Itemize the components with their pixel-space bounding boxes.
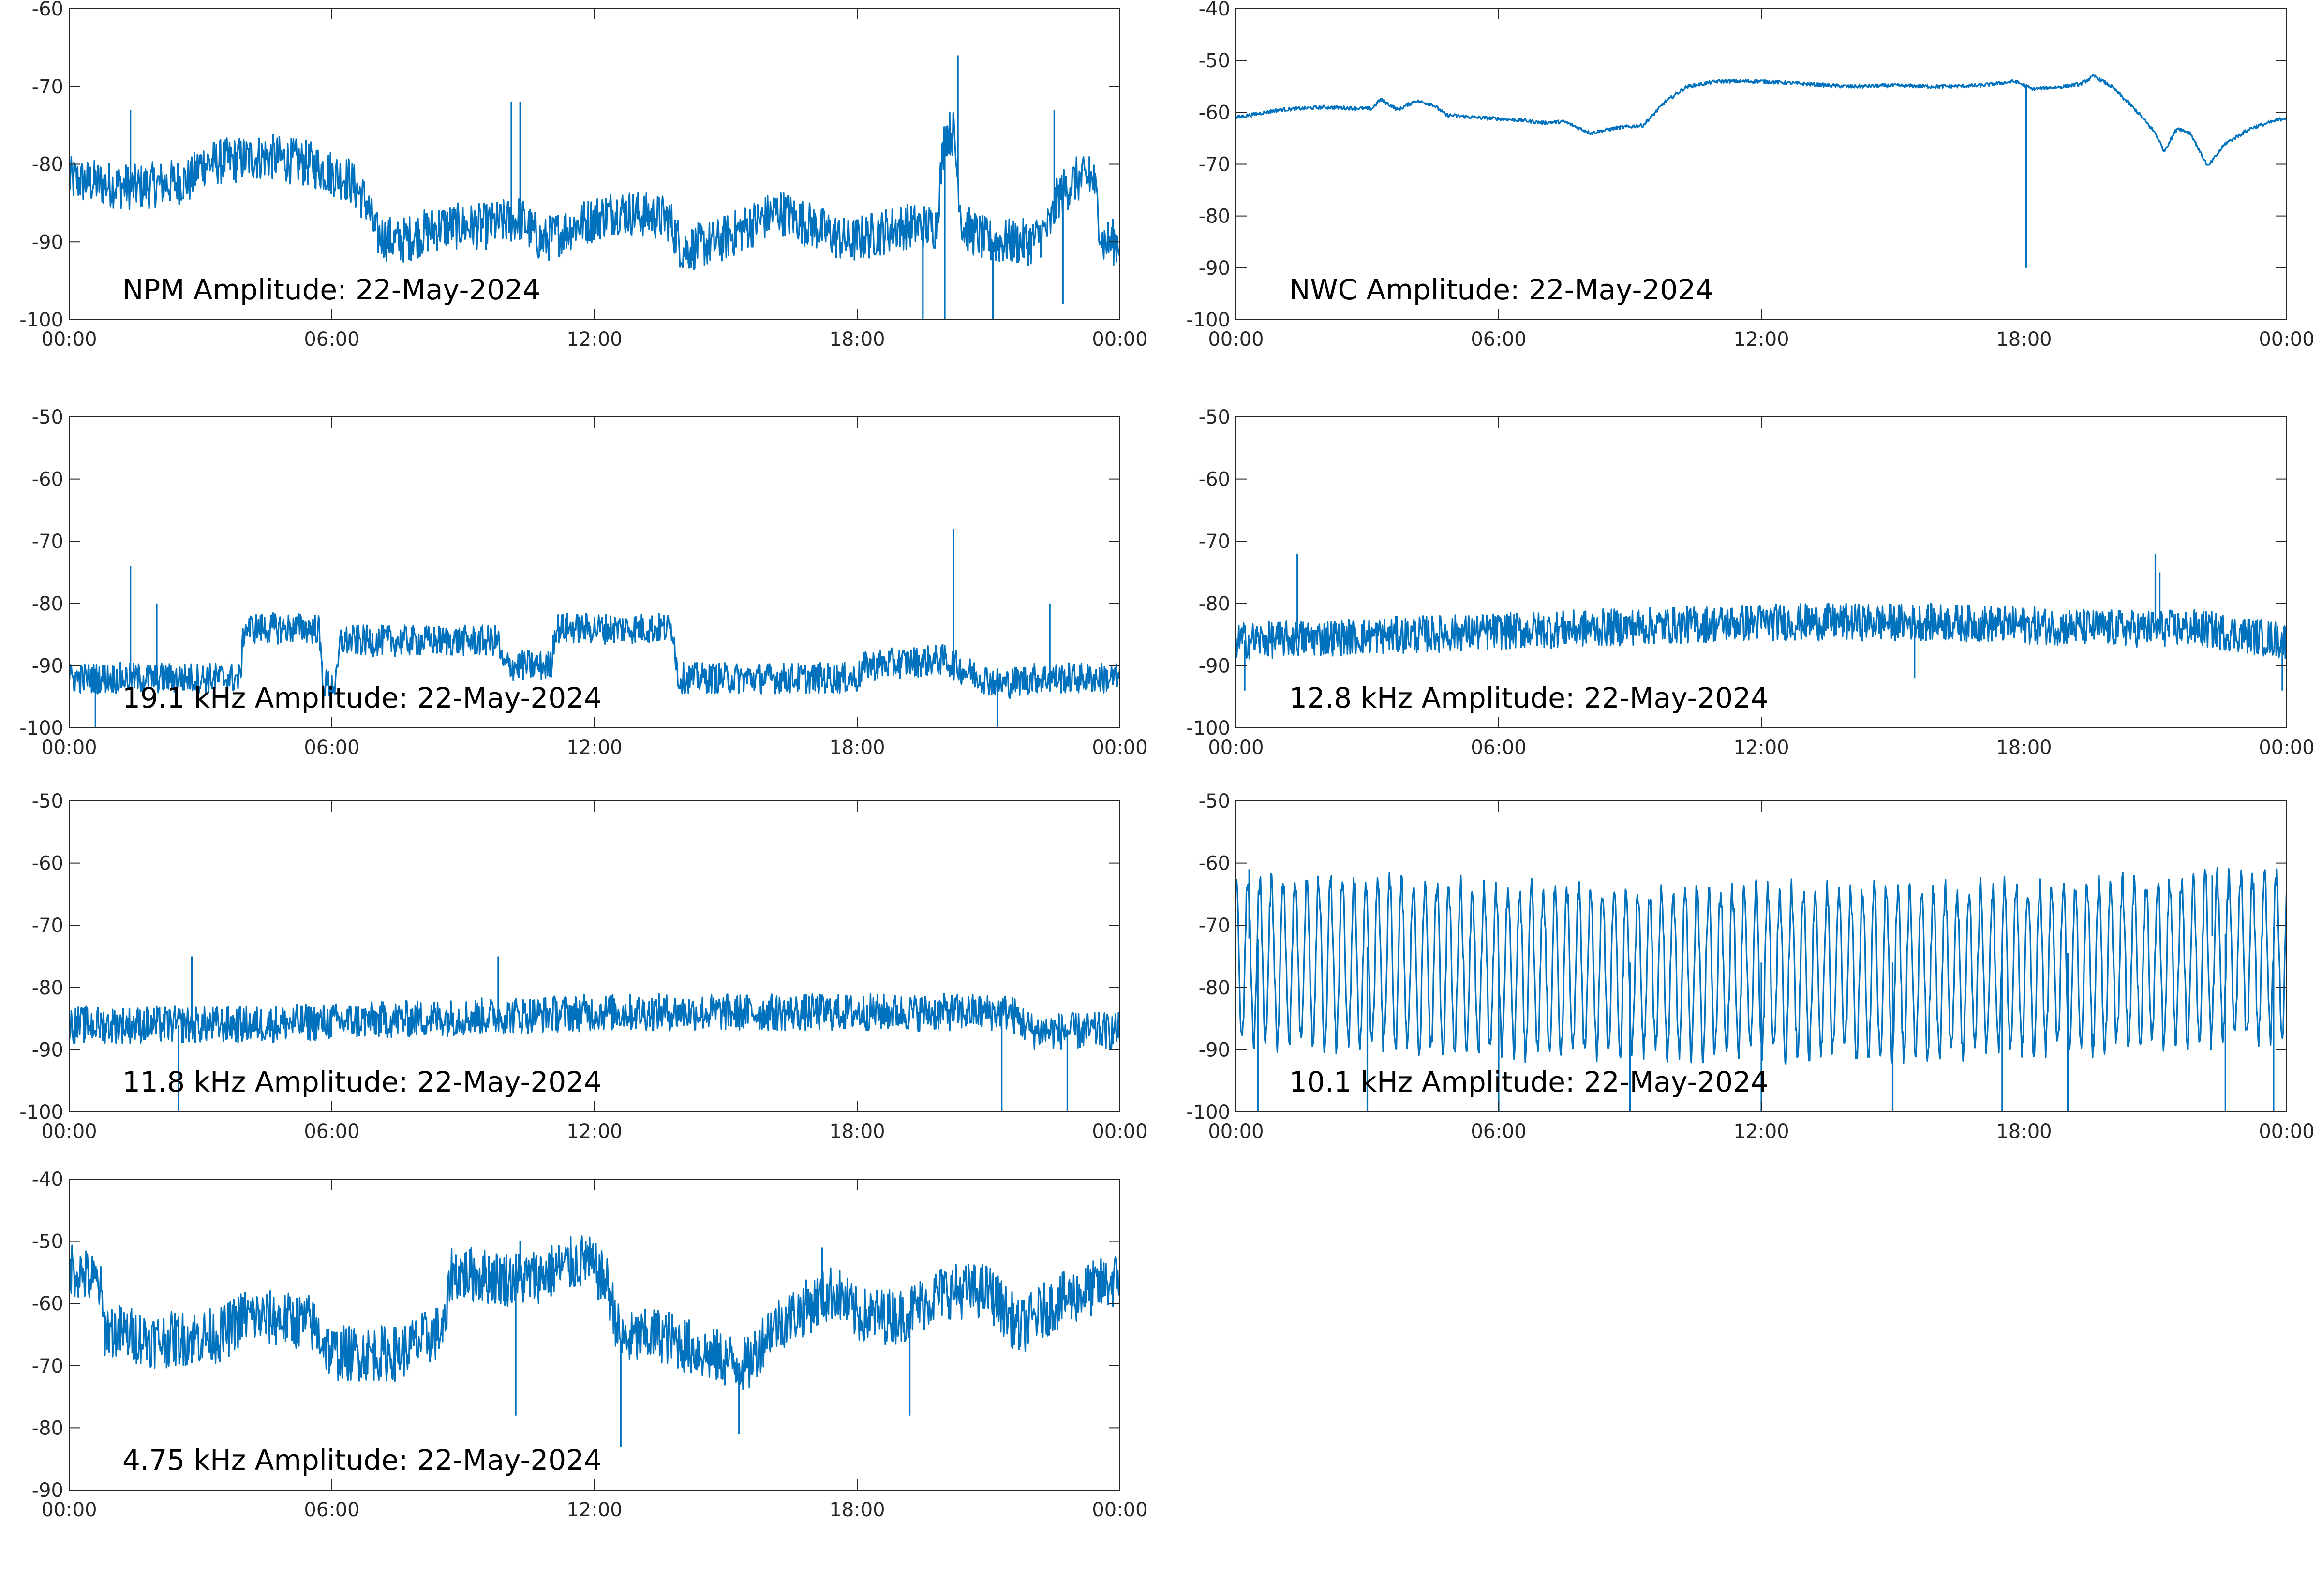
y-tick-label: -60 <box>1199 102 1230 124</box>
y-tick-label: -50 <box>1199 406 1230 429</box>
y-tick-label: -90 <box>32 231 63 253</box>
x-tick-label: 00:00 <box>1092 328 1147 351</box>
y-tick-label: -90 <box>1199 257 1230 280</box>
y-tick-label: -50 <box>32 1231 63 1253</box>
x-tick-label: 00:00 <box>2259 737 2314 759</box>
y-tick-label: -70 <box>32 76 63 98</box>
x-tick-label: 12:00 <box>1733 737 1789 759</box>
y-tick-label: -60 <box>1199 469 1230 491</box>
x-tick-label: 00:00 <box>1208 328 1264 351</box>
y-tick-label: -60 <box>32 469 63 491</box>
x-tick-label: 00:00 <box>41 737 97 759</box>
x-tick-label: 18:00 <box>829 1121 885 1143</box>
chart-panel-4: 00:00 06:00 12:00 18:00 00:00 -50 -60 -70 -80 -90… <box>1186 406 2314 759</box>
x-tick-label: 18:00 <box>1996 328 2052 351</box>
y-tick-label: -80 <box>32 977 63 999</box>
series-line-1 <box>69 956 1120 1112</box>
x-tick-label: 00:00 <box>1208 1121 1264 1143</box>
series-line-1 <box>69 55 1120 320</box>
x-tick-label: 12:00 <box>1733 328 1789 351</box>
y-tick-label: -80 <box>1199 593 1230 615</box>
chart-panel-7: 00:00 06:00 12:00 18:00 00:00 -40 -50 -60 -70 -80… <box>32 1168 1148 1521</box>
y-tick-label: -50 <box>32 790 63 813</box>
y-tick-label: -70 <box>32 1355 63 1377</box>
x-tick-label: 06:00 <box>304 328 359 351</box>
y-tick-label: -70 <box>1199 531 1230 553</box>
chart-panel-1: 00:00 06:00 12:00 18:00 00:00 -60 -70 -80 -90 -10… <box>19 0 1147 351</box>
series-line-1 <box>1236 867 2287 1112</box>
y-tick-label: -80 <box>1199 206 1230 228</box>
y-tick-label: -100 <box>1186 717 1230 739</box>
y-tick-label: -80 <box>1199 977 1230 999</box>
y-tick-label: -90 <box>32 1479 63 1502</box>
y-tick-label: -80 <box>32 1417 63 1439</box>
chart-title: 19.1 kHz Amplitude: 22-May-2024 <box>122 681 602 714</box>
y-tick-label: -50 <box>32 406 63 429</box>
chart-panel-2: 00:00 06:00 12:00 18:00 00:00 -40 -50 -60 -70 -80… <box>1186 0 2314 351</box>
y-tick-label: -50 <box>1199 50 1230 72</box>
y-tick-label: -60 <box>1199 853 1230 875</box>
y-tick-label: -60 <box>32 1293 63 1315</box>
x-tick-label: 00:00 <box>1092 1499 1147 1521</box>
x-tick-label: 18:00 <box>1996 1121 2052 1143</box>
x-tick-label: 06:00 <box>304 1121 359 1143</box>
chart-title: NWC Amplitude: 22-May-2024 <box>1289 273 1713 306</box>
y-tick-label: -60 <box>32 0 63 20</box>
chart-title: 12.8 kHz Amplitude: 22-May-2024 <box>1289 681 1769 714</box>
x-tick-label: 12:00 <box>566 1499 622 1521</box>
y-tick-label: -80 <box>32 154 63 176</box>
chart-panel-5: 00:00 06:00 12:00 18:00 00:00 -50 -60 -70 -80 -90… <box>19 790 1147 1143</box>
y-tick-label: -70 <box>32 531 63 553</box>
y-tick-label: -80 <box>32 593 63 615</box>
chart-title: NPM Amplitude: 22-May-2024 <box>122 273 540 306</box>
x-tick-label: 00:00 <box>1208 737 1264 759</box>
series-line-1 <box>69 1235 1120 1447</box>
y-tick-label: -70 <box>1199 915 1230 937</box>
x-tick-label: 18:00 <box>829 737 885 759</box>
x-tick-label: 00:00 <box>1092 1121 1147 1143</box>
y-tick-label: -100 <box>19 717 63 739</box>
y-tick-label: -90 <box>32 655 63 677</box>
series-line-1 <box>1236 74 2287 268</box>
x-tick-label: 06:00 <box>1471 737 1526 759</box>
y-tick-label: -100 <box>1186 1101 1230 1123</box>
y-tick-label: -70 <box>32 915 63 937</box>
x-tick-label: 06:00 <box>1471 328 1526 351</box>
x-tick-label: 06:00 <box>304 1499 359 1521</box>
y-tick-label: -90 <box>1199 655 1230 677</box>
y-tick-label: -100 <box>1186 309 1230 331</box>
chart-panel-3: 00:00 06:00 12:00 18:00 00:00 -50 -60 -70 -80 -90… <box>19 406 1147 759</box>
chart-title: 11.8 kHz Amplitude: 22-May-2024 <box>122 1065 602 1098</box>
y-tick-label: -60 <box>32 853 63 875</box>
y-tick-label: -100 <box>19 1101 63 1123</box>
x-tick-label: 00:00 <box>41 328 97 351</box>
x-tick-label: 00:00 <box>41 1121 97 1143</box>
chart-panel-6: 00:00 06:00 12:00 18:00 00:00 -50 -60 -70 -80 -90… <box>1186 790 2314 1143</box>
y-tick-label: -50 <box>1199 790 1230 813</box>
series-line-1 <box>69 529 1120 728</box>
x-tick-label: 06:00 <box>304 737 359 759</box>
y-tick-label: -70 <box>1199 154 1230 176</box>
chart-title: 4.75 kHz Amplitude: 22-May-2024 <box>122 1444 602 1477</box>
x-tick-label: 00:00 <box>1092 737 1147 759</box>
y-tick-label: -90 <box>1199 1039 1230 1061</box>
y-tick-label: -100 <box>19 309 63 331</box>
x-tick-label: 18:00 <box>829 1499 885 1521</box>
x-tick-label: 00:00 <box>2259 1121 2314 1143</box>
y-tick-label: -40 <box>1199 0 1230 20</box>
y-tick-label: -40 <box>32 1168 63 1191</box>
x-tick-label: 12:00 <box>1733 1121 1789 1143</box>
x-tick-label: 00:00 <box>41 1499 97 1521</box>
x-tick-label: 18:00 <box>1996 737 2052 759</box>
x-tick-label: 12:00 <box>566 737 622 759</box>
x-tick-label: 00:00 <box>2259 328 2314 351</box>
y-tick-label: -90 <box>32 1039 63 1061</box>
x-tick-label: 12:00 <box>566 328 622 351</box>
chart-title: 10.1 kHz Amplitude: 22-May-2024 <box>1289 1065 1769 1098</box>
x-tick-label: 06:00 <box>1471 1121 1526 1143</box>
x-tick-label: 18:00 <box>829 328 885 351</box>
x-tick-label: 12:00 <box>566 1121 622 1143</box>
